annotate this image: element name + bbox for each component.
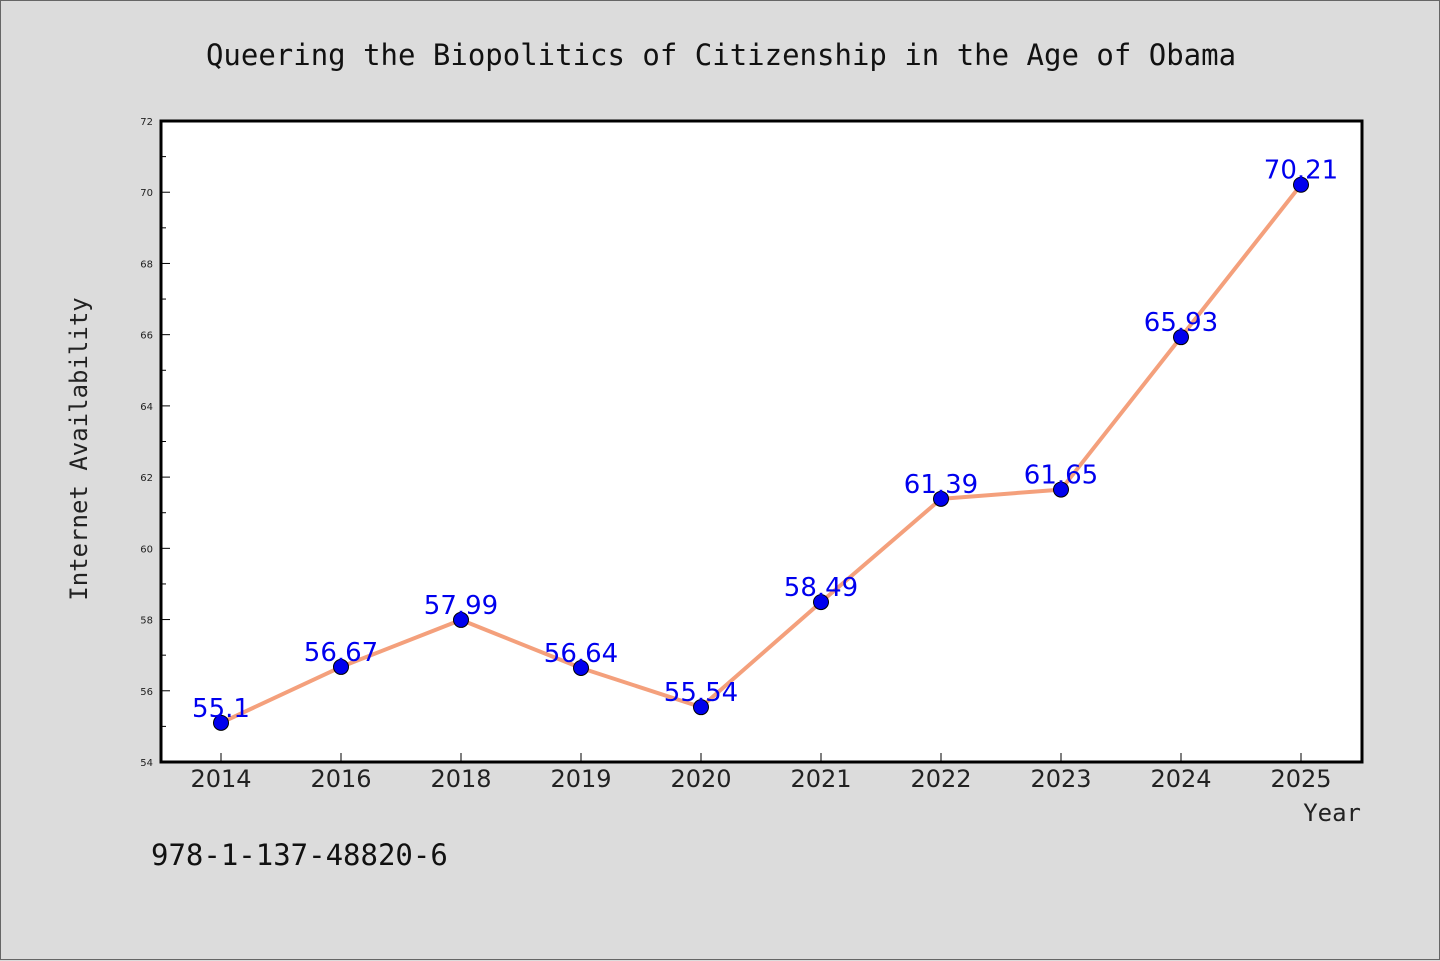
data-point <box>573 659 589 676</box>
y-tick-label: 58 <box>140 616 153 627</box>
data-label: 56.64 <box>544 639 618 669</box>
y-tick-label: 62 <box>140 473 153 484</box>
y-tick-label: 60 <box>140 544 153 555</box>
y-tick-label: 64 <box>140 402 153 413</box>
y-tick-label: 72 <box>140 117 153 128</box>
data-label: 58.49 <box>784 573 858 603</box>
plot-border <box>159 119 1364 764</box>
data-label: 70.21 <box>1264 156 1338 186</box>
x-axis-label: Year <box>1303 799 1361 827</box>
x-tick-label: 2016 <box>310 765 371 793</box>
y-tick-label: 70 <box>140 188 153 199</box>
data-point <box>453 611 469 628</box>
x-axis: 2014 2016 2018 2019 2020 2021 2022 2023 2024 2025 <box>190 753 1332 793</box>
data-point <box>213 714 229 731</box>
y-tick-label: 68 <box>140 259 153 270</box>
isbn-footnote: 978-1-137-48820-6 <box>151 838 448 872</box>
data-label: 56.67 <box>304 638 378 668</box>
x-tick-label: 2022 <box>910 765 971 793</box>
data-label: 57.99 <box>424 591 498 621</box>
y-tick-label: 54 <box>140 758 153 769</box>
x-tick-label: 2020 <box>670 765 731 793</box>
data-point <box>693 699 709 716</box>
x-tick-label: 2023 <box>1030 765 1091 793</box>
x-tick-label: 2025 <box>1270 765 1331 793</box>
data-label: 61.39 <box>904 470 978 500</box>
data-point <box>1053 481 1069 498</box>
data-markers <box>213 176 1309 731</box>
data-point <box>933 490 949 507</box>
y-tick-label: 56 <box>140 687 153 698</box>
data-point <box>333 658 349 675</box>
data-point <box>813 594 829 611</box>
y-axis-label: Internet Availability <box>65 297 93 600</box>
x-tick-label: 2019 <box>550 765 611 793</box>
series-line <box>220 183 1303 725</box>
x-tick-label: 2014 <box>190 765 251 793</box>
data-label: 55.54 <box>664 678 738 708</box>
data-label: 55.1 <box>192 694 250 724</box>
data-point <box>1173 329 1189 346</box>
x-tick-label: 2024 <box>1150 765 1211 793</box>
x-tick-label: 2018 <box>430 765 491 793</box>
x-tick-label: 2021 <box>790 765 851 793</box>
data-labels: 55.1 56.67 57.99 56.64 55.54 58.49 61.39 61.65 6… <box>192 156 1338 724</box>
y-tick-label: 66 <box>140 331 153 342</box>
chart-title: Queering the Biopolitics of Citizenship … <box>206 38 1236 72</box>
data-label: 61.65 <box>1024 461 1098 491</box>
data-point <box>1293 176 1309 193</box>
data-label: 65.93 <box>1144 308 1218 338</box>
